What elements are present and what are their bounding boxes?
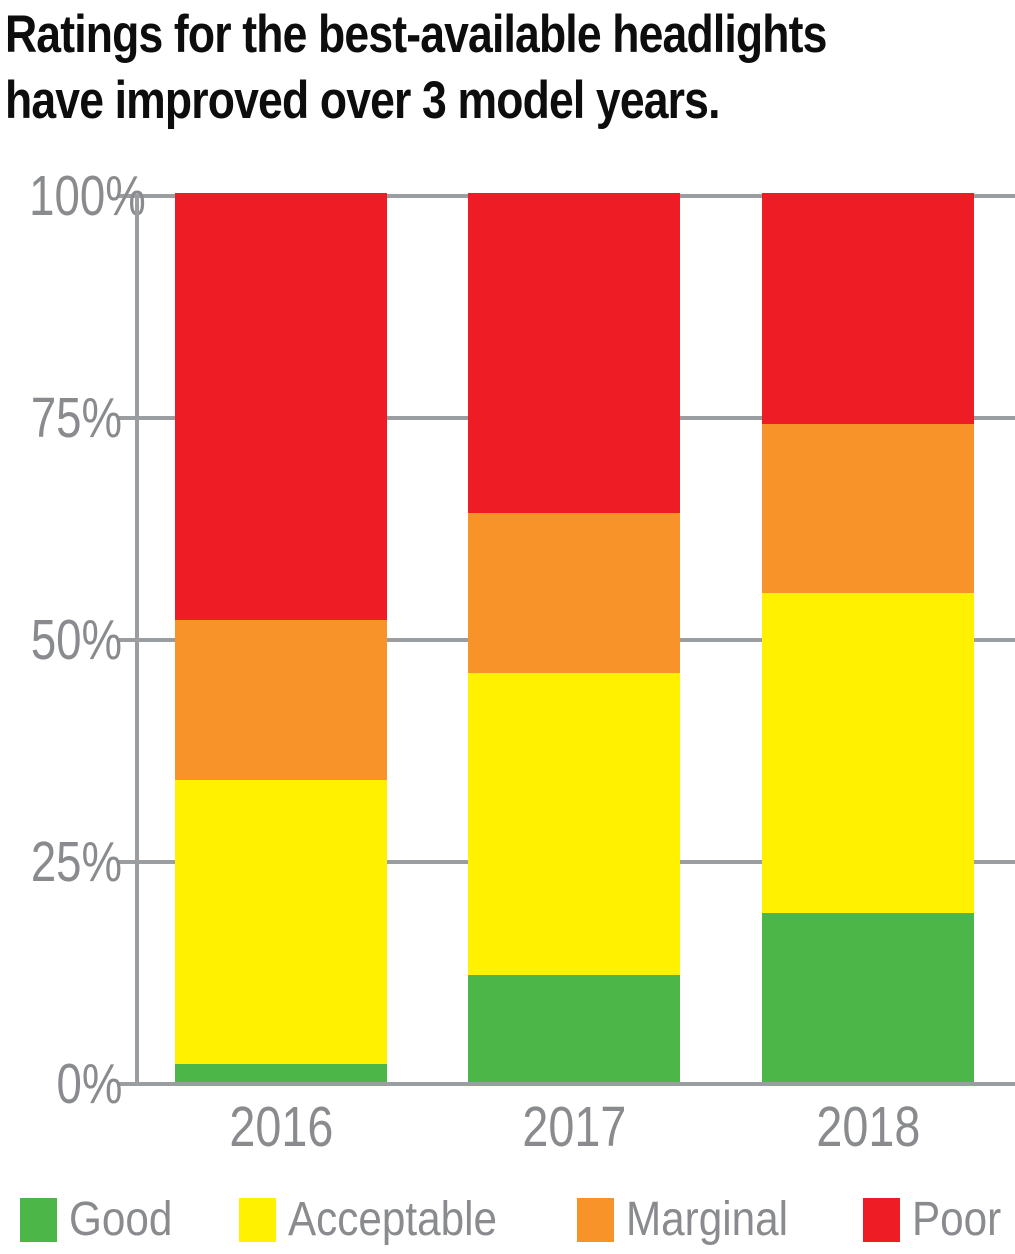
bar-segment-poor (175, 193, 387, 620)
chart-title: Ratings for the best-available headlight… (5, 2, 983, 134)
x-axis-label: 2017 (424, 1096, 724, 1158)
bar-segment-marginal (762, 424, 974, 594)
legend-swatch-poor (862, 1198, 900, 1242)
legend-item-marginal: Marginal (577, 1194, 810, 1246)
legend: Good Acceptable Marginal Poor (20, 1194, 1013, 1246)
y-axis-line (135, 194, 139, 1086)
legend-swatch-marginal (577, 1198, 615, 1242)
y-axis-tick-label: 25% (0, 831, 122, 893)
x-axis-label-text: 2018 (816, 1095, 920, 1159)
bar-2018 (762, 193, 974, 1082)
y-axis-tick-text: 0% (56, 1052, 122, 1116)
y-axis-tick-label: 0% (0, 1053, 122, 1115)
x-axis-label-text: 2017 (522, 1095, 626, 1159)
x-axis-label-text: 2016 (229, 1095, 333, 1159)
bar-2016 (175, 193, 387, 1082)
bar-segment-good (468, 975, 680, 1082)
legend-label: Marginal (626, 1193, 789, 1246)
x-axis-label: 2018 (718, 1096, 1015, 1158)
bar-segment-poor (468, 193, 680, 514)
y-axis-tick-text: 50% (30, 608, 122, 672)
legend-item-poor: Poor (862, 1193, 1013, 1246)
legend-swatch-acceptable (238, 1198, 276, 1242)
x-axis-label: 2016 (131, 1096, 431, 1158)
bar-2017 (468, 193, 680, 1082)
y-axis-tick-label: 50% (0, 609, 122, 671)
legend-item-good: Good (20, 1194, 186, 1246)
bar-segment-acceptable (762, 593, 974, 914)
bar-segment-good (175, 1064, 387, 1082)
bar-segment-marginal (468, 513, 680, 674)
bar-segment-acceptable (468, 673, 680, 976)
y-axis-tick-text: 100% (29, 164, 146, 228)
bar-segment-marginal (175, 619, 387, 780)
y-axis-tick-label: 100% (0, 165, 146, 227)
y-axis-tick-text: 25% (30, 830, 122, 894)
bar-segment-poor (762, 193, 974, 425)
y-axis-tick-label: 75% (0, 387, 122, 449)
legend-label: Good (69, 1193, 173, 1246)
bar-segment-acceptable (175, 779, 387, 1065)
legend-label: Acceptable (287, 1193, 497, 1246)
y-axis-tick-text: 75% (30, 386, 122, 450)
bar-segment-good (762, 913, 974, 1082)
legend-item-acceptable: Acceptable (238, 1193, 526, 1246)
legend-swatch-good (20, 1198, 57, 1242)
legend-label: Poor (911, 1193, 1001, 1246)
chart-title-line-2: have improved over 3 model years. (5, 71, 720, 130)
gridline (117, 1082, 1015, 1086)
chart-title-line-1: Ratings for the best-available headlight… (5, 5, 827, 64)
